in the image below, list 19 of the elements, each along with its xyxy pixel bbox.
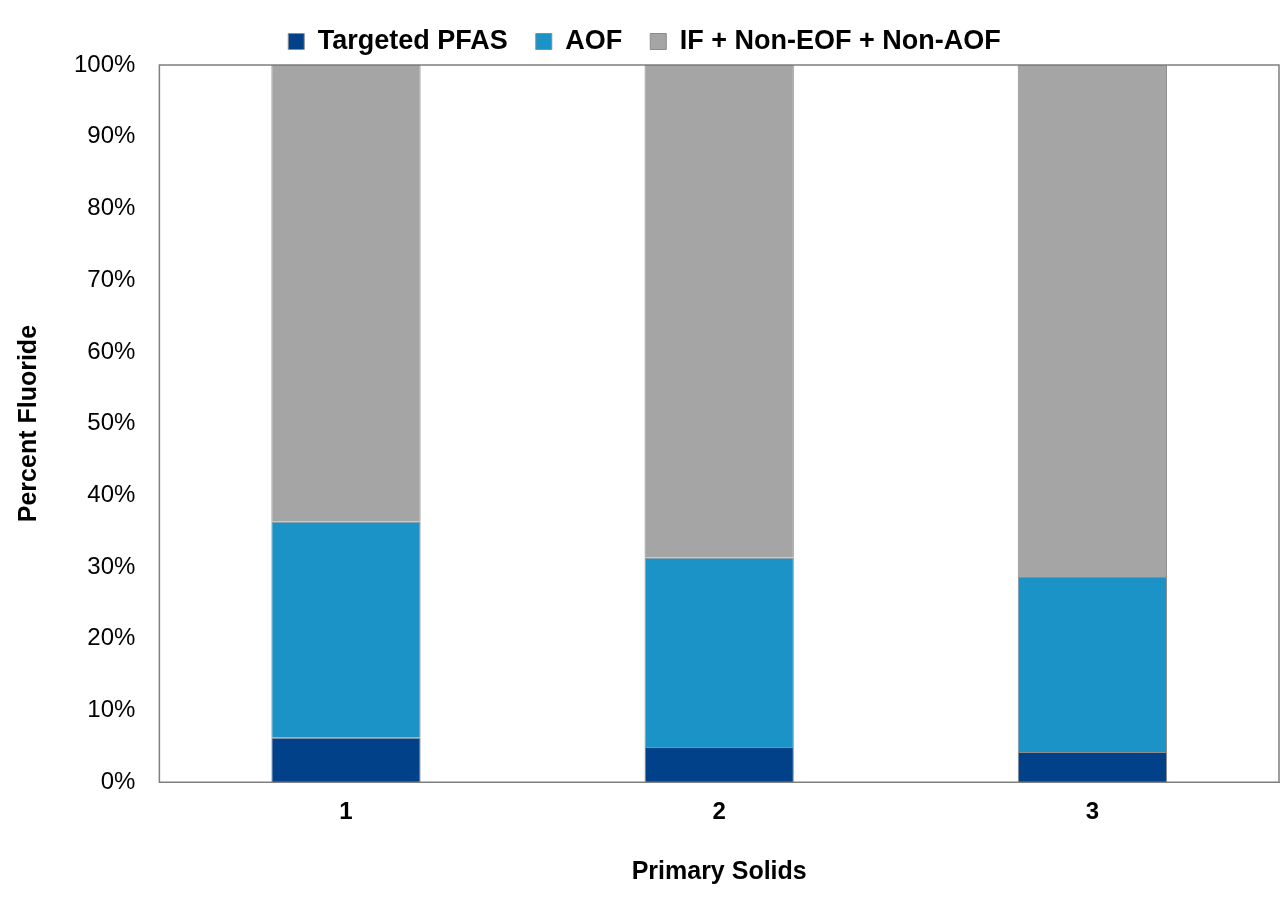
legend-label: AOF — [565, 24, 623, 55]
y-tick-label: 40% — [87, 479, 136, 507]
y-axis-title: Percent Fluoride — [12, 324, 41, 523]
y-tick-label: 100% — [73, 49, 136, 77]
x-axis-title: Primary Solids — [631, 855, 807, 884]
x-tick-label: 3 — [1085, 797, 1100, 825]
x-tick-label: 2 — [712, 797, 726, 825]
legend-label: IF + Non-EOF + Non-AOF — [679, 24, 1001, 55]
y-tick-label: 20% — [87, 623, 136, 651]
y-tick-label: 50% — [87, 408, 136, 436]
y-tick-label: 80% — [87, 193, 136, 221]
y-tick-label: 60% — [87, 336, 136, 364]
y-tick-label: 30% — [87, 551, 136, 579]
x-tick-label: 1 — [339, 797, 353, 825]
y-tick-label: 0% — [100, 766, 136, 794]
y-tick-label: 70% — [87, 264, 136, 292]
y-tick-label: 10% — [87, 695, 136, 723]
legend-label: Targeted PFAS — [317, 24, 508, 55]
y-tick-label: 90% — [87, 121, 136, 149]
